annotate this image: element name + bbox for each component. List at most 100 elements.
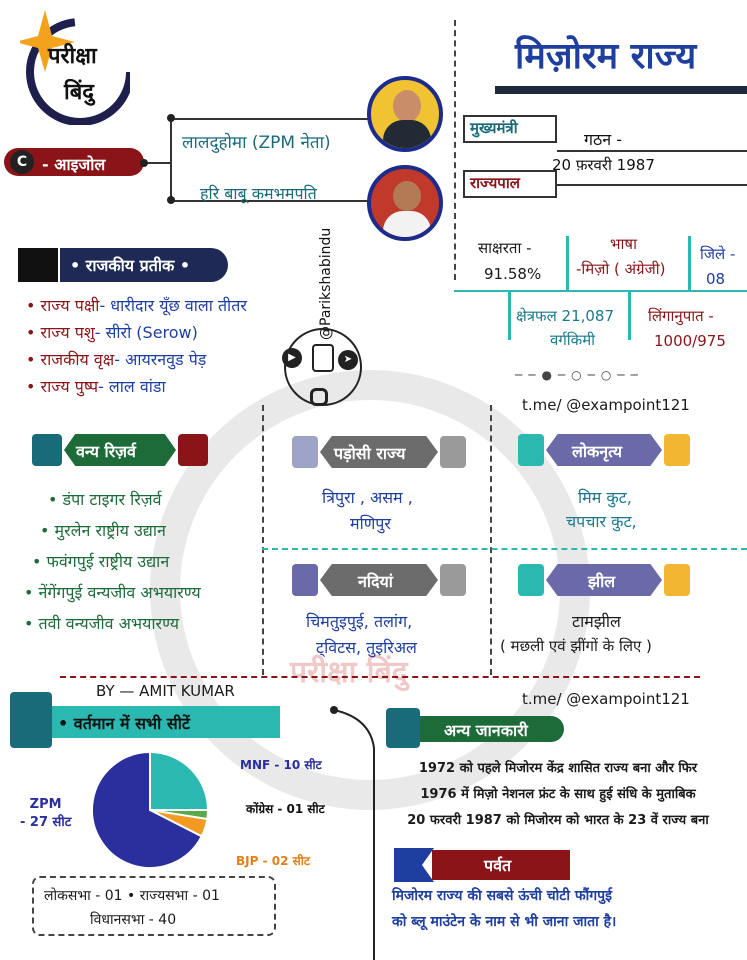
symbol-value: - सीरो (Serow) xyxy=(94,323,198,342)
symbol-value: - आयरनवुड पेड़ xyxy=(114,350,207,369)
other-info-tab xyxy=(386,708,420,748)
telegram-link-1[interactable]: t.me/ @exampoint121 xyxy=(522,396,690,414)
watermark-text: परीक्षा बिंदु xyxy=(290,655,408,690)
mountain-title: पर्वत xyxy=(484,856,512,875)
grid-divider xyxy=(262,548,747,550)
area-label: क्षेत्रफल 21,087 xyxy=(516,307,615,325)
lake-line2: ( मछली एवं झींगों के लिए ) xyxy=(500,637,652,655)
seats-header xyxy=(52,706,280,738)
governor-line xyxy=(557,184,747,186)
other-info-title: अन्य जानकारी xyxy=(444,721,528,740)
title-underline xyxy=(495,86,747,94)
author: BY — AMIT KUMAR xyxy=(96,682,235,700)
cm-portrait xyxy=(367,76,443,152)
telegram-link-2[interactable]: t.me/ @exampoint121 xyxy=(522,690,690,708)
literacy-value: 91.58% xyxy=(484,265,542,283)
rivers-line2: ट्विटस, तुइरिअल xyxy=(316,638,417,657)
connector-dot xyxy=(167,114,175,122)
pie-slice-MNF xyxy=(149,750,210,811)
connector xyxy=(170,200,368,202)
neighbours-line2: मणिपुर xyxy=(350,514,391,533)
formation-label: गठन - xyxy=(584,130,623,149)
telegram-icon[interactable]: ➤ xyxy=(338,350,358,370)
connector-dot xyxy=(167,196,175,204)
sex-ratio-value: 1000/975 xyxy=(654,332,726,350)
symbol-item: • राज्य पुष्प- लाल वांडा xyxy=(26,373,247,400)
symbol-value: - लाल वांडा xyxy=(98,377,166,396)
page-title: मिज़ोरम राज्य xyxy=(515,36,697,77)
symbol-key: • राजकीय वृक्ष xyxy=(26,350,115,369)
governor-label-box xyxy=(463,170,557,198)
language-label: भाषा xyxy=(610,235,637,253)
sex-ratio-label: लिंगानुपात - xyxy=(648,307,714,325)
stats-tick xyxy=(566,236,569,290)
governor-portrait xyxy=(367,165,443,241)
formation-line xyxy=(557,150,747,152)
capital-icon: C xyxy=(10,150,34,174)
stats-tick xyxy=(688,236,691,290)
rivers-title: नदियां xyxy=(358,572,393,591)
symbols-header-bg xyxy=(18,248,58,282)
neighbours-line1: त्रिपुरा , असम , xyxy=(322,488,413,507)
grid-divider xyxy=(60,676,700,678)
rivers-header xyxy=(292,564,466,596)
wildlife-item: • तवी वन्यजीव अभयारण्य xyxy=(24,614,179,633)
districts-value: 08 xyxy=(706,270,726,288)
instagram-icon[interactable] xyxy=(310,388,328,406)
pie-label-mnf: MNF - 10 सीट xyxy=(240,758,322,772)
connector xyxy=(170,162,172,200)
seats-pie-chart xyxy=(91,750,210,869)
cm-label: मुख्यमंत्री xyxy=(470,119,518,137)
wildlife-item: • फवंगपुई राष्ट्रीय उद्यान xyxy=(32,552,170,571)
pie-label-congress: कोंग्रेस - 01 सीट xyxy=(246,802,325,816)
area-unit: वर्गकिमी xyxy=(550,331,596,349)
capital-text: - आइजोल xyxy=(42,155,106,174)
mountain-tab xyxy=(394,848,434,882)
cm-name: लालदुहोमा (ZPM नेता) xyxy=(182,133,331,153)
governor-name: हरि बाबू कमभमपति xyxy=(200,184,317,203)
symbol-key: • राज्य पक्षी xyxy=(26,296,100,315)
seats-box-line1: लोकसभा - 01 • राज्यसभा - 01 xyxy=(44,888,220,904)
other-info-header xyxy=(420,716,564,742)
folk-dance-line1: मिम कुट, xyxy=(578,488,632,507)
pie-slice-ZPM xyxy=(91,750,204,869)
pie-label-bjp: BJP - 02 सीट xyxy=(236,854,310,868)
other-info-line: 1972 को पहले मिजोरम केंद्र शासित राज्य ब… xyxy=(418,761,698,776)
mountain-line1: मिजोरम राज्य की सबसे ऊंची चोटी फौंगपुई xyxy=(392,888,612,904)
connector xyxy=(170,118,368,120)
lake-line1: टामझील xyxy=(572,612,621,631)
stats-line xyxy=(454,290,747,292)
wildlife-item: • नेंगेंगपुई वन्यजीव अभयारण्य xyxy=(24,583,201,602)
path-curve xyxy=(333,709,375,960)
rivers-line1: चिमतुइपुई, तलांग, xyxy=(306,612,413,631)
symbol-key: • राज्य पुष्प xyxy=(26,377,99,396)
other-info-text: 1972 को पहले मिजोरम केंद्र शासित राज्य ब… xyxy=(372,756,744,834)
symbol-key: • राज्य पशु xyxy=(26,323,95,342)
neighbours-header xyxy=(292,436,466,468)
wildlife-item: • डंपा टाइगर रिज़र्व xyxy=(48,490,162,509)
lake-header xyxy=(518,564,690,596)
logo-line2: बिंदु xyxy=(64,80,94,105)
language-value: -मिज़ो ( अंग्रेजी) xyxy=(576,260,666,278)
connector xyxy=(144,162,172,164)
governor-label: राज्यपाल xyxy=(470,174,520,192)
lake-title: झील xyxy=(588,572,616,591)
symbol-item: • राजकीय वृक्ष- आयरनवुड पेड़ xyxy=(26,346,247,373)
grid-divider xyxy=(262,405,264,675)
cm-label-box xyxy=(463,115,557,143)
seats-title: • वर्तमान में सभी सीटें xyxy=(58,714,190,733)
symbol-value: - धारीदार यूँछ वाला तीतर xyxy=(99,296,247,315)
other-info-line: 20 फरवरी 1987 को मिजोरम को भारत के 23 वे… xyxy=(407,813,709,828)
youtube-icon[interactable]: ▶ xyxy=(282,348,302,368)
seats-header-tab xyxy=(10,692,52,748)
districts-label: जिले - xyxy=(700,245,736,263)
seats-box-line2: विधानसभा - 40 xyxy=(90,912,177,928)
symbol-item: • राज्य पक्षी- धारीदार यूँछ वाला तीतर xyxy=(26,292,247,319)
wildlife-list: • डंपा टाइगर रिज़र्व • मुरलेन राष्ट्रीय … xyxy=(24,484,201,639)
other-info-line: 1976 में मिज़ो नेशनल फ्रंट के साथ हुई सं… xyxy=(420,787,696,802)
brand-logo: परीक्षा बिंदु xyxy=(15,10,134,126)
symbols-title: • राजकीय प्रतीक • xyxy=(70,256,191,275)
formation-date: 20 फ़रवरी 1987 xyxy=(552,156,655,174)
folk-dance-title: लोकनृत्य xyxy=(572,442,623,461)
logo-line1: परीक्षा xyxy=(48,44,97,69)
